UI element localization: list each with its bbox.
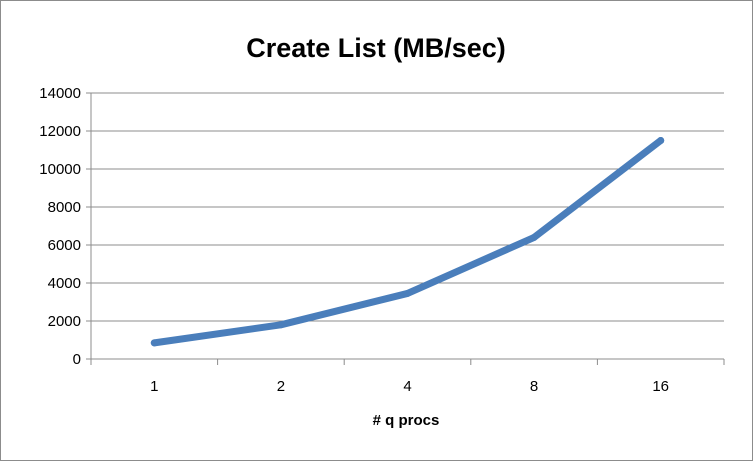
- axes: [86, 92, 725, 365]
- series-layer: [150, 137, 665, 347]
- y-tick-label: 10000: [39, 161, 81, 178]
- x-tick-label: 4: [403, 378, 411, 395]
- y-axis-tick-labels: 0 2000 4000 6000 8000 10000 12000 14000: [39, 85, 81, 368]
- series-line: [150, 137, 665, 347]
- y-tick-label: 2000: [48, 313, 81, 330]
- y-tick-label: 4000: [48, 275, 81, 292]
- y-tick-label: 6000: [48, 237, 81, 254]
- data-point: [404, 289, 411, 297]
- x-axis-tick-labels: 1 2 4 8 16: [150, 378, 669, 395]
- x-tick-label: 2: [277, 378, 285, 395]
- y-tick-label: 12000: [39, 123, 81, 140]
- data-point: [277, 321, 285, 329]
- chart-title: Create List (MB/sec): [246, 33, 506, 63]
- x-tick-label: 1: [150, 378, 158, 395]
- grid-lines: [91, 92, 724, 322]
- data-point: [150, 339, 158, 347]
- y-tick-label: 0: [73, 351, 81, 368]
- y-tick-label: 14000: [39, 85, 81, 102]
- data-point: [657, 137, 665, 144]
- x-tick-label: 8: [530, 378, 538, 395]
- x-tick-label: 16: [652, 378, 669, 395]
- data-point: [530, 233, 538, 241]
- y-tick-label: 8000: [48, 199, 81, 216]
- x-axis-label: # q procs: [373, 412, 440, 429]
